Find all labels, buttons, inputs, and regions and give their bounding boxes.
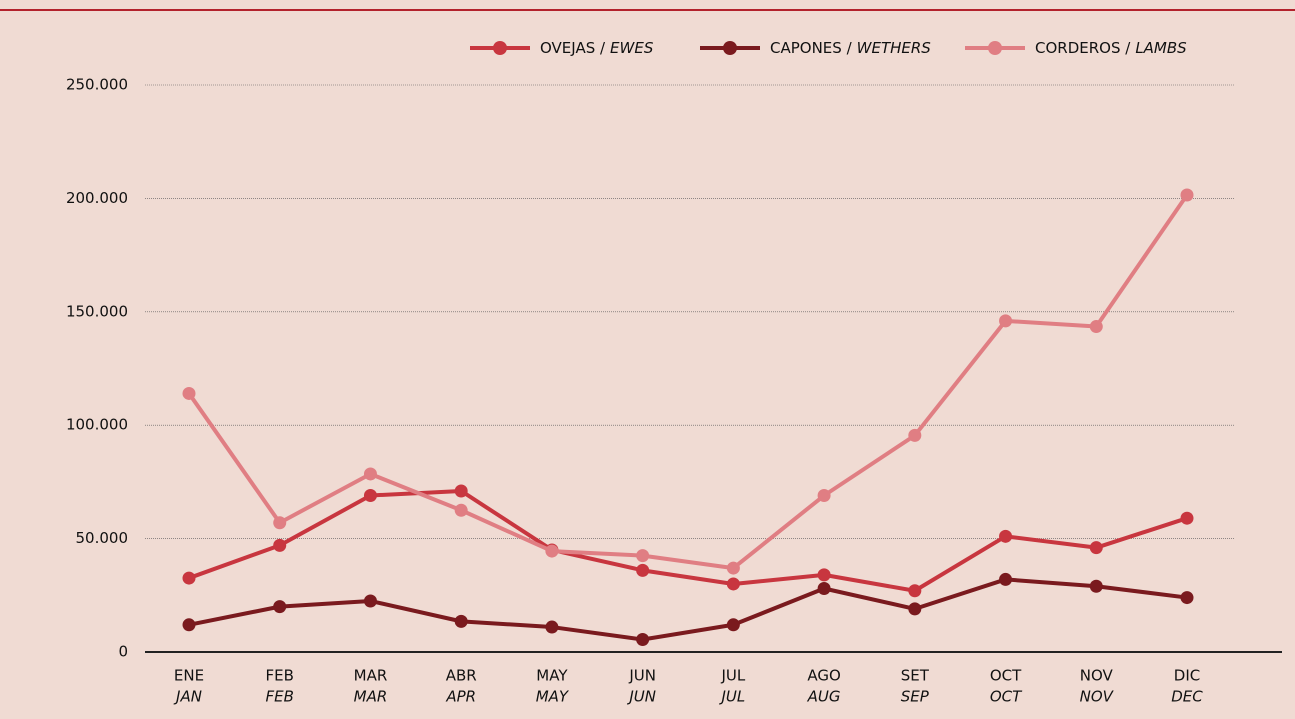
point xyxy=(726,577,740,591)
x-tick-label: JUN xyxy=(628,667,656,685)
point xyxy=(1089,579,1103,593)
series-line xyxy=(188,577,1188,642)
x-tick-label-en: APR xyxy=(445,688,476,706)
point xyxy=(1180,591,1194,605)
x-tick-label: DIC xyxy=(1174,667,1200,685)
y-tick-label: 0 xyxy=(118,643,128,661)
point xyxy=(636,563,650,577)
point xyxy=(636,633,650,647)
point xyxy=(182,571,196,585)
y-tick-label: 200.000 xyxy=(66,189,128,207)
point xyxy=(363,594,377,608)
y-tick-label: 250.000 xyxy=(66,76,128,94)
point xyxy=(908,428,922,442)
legend-dot xyxy=(988,41,1002,55)
x-tick-label: OCT xyxy=(990,667,1022,685)
legend-name-en: LAMBS xyxy=(1135,39,1187,57)
x-tick-label-en: MAY xyxy=(536,688,570,706)
x-tick-label: MAR xyxy=(354,667,388,685)
legend-name: CORDEROS / xyxy=(1035,39,1131,57)
point xyxy=(273,538,287,552)
point xyxy=(182,386,196,400)
x-tick-label: NOV xyxy=(1080,667,1114,685)
x-tick-label: AGO xyxy=(807,667,840,685)
legend-name: CAPONES / xyxy=(770,39,853,57)
x-tick-label: SET xyxy=(901,667,930,685)
legend-label: OVEJAS / EWES xyxy=(540,39,654,57)
point xyxy=(545,544,559,558)
x-tick-label-en: JAN xyxy=(173,688,202,706)
point xyxy=(454,614,468,628)
point xyxy=(1180,188,1194,202)
point xyxy=(1089,541,1103,555)
series-line xyxy=(187,193,1189,571)
legend-name-en: WETHERS xyxy=(857,39,932,57)
point xyxy=(999,314,1013,328)
legend-name: OVEJAS / xyxy=(540,39,606,57)
point xyxy=(273,600,287,614)
y-tick-label: 150.000 xyxy=(66,302,128,320)
x-tick-label: ABR xyxy=(446,667,477,685)
x-tick-label-en: JUL xyxy=(718,688,745,706)
x-tick-label-en: OCT xyxy=(990,688,1023,706)
point xyxy=(999,529,1013,543)
point xyxy=(454,484,468,498)
x-tick-label: JUL xyxy=(720,667,745,685)
point xyxy=(726,561,740,575)
point xyxy=(454,503,468,517)
legend-name-en: EWES xyxy=(610,39,654,57)
point xyxy=(908,584,922,598)
x-tick-label: MAY xyxy=(536,667,568,685)
x-tick-label-en: SEP xyxy=(901,688,930,706)
x-tick-label: ENE xyxy=(174,667,204,685)
x-tick-label-en: JUN xyxy=(626,688,656,706)
point xyxy=(817,581,831,595)
point xyxy=(545,620,559,634)
x-tick-label-en: FEB xyxy=(266,688,294,706)
point xyxy=(908,602,922,616)
series-line xyxy=(188,488,1188,593)
legend-dot xyxy=(493,41,507,55)
point xyxy=(817,568,831,582)
point xyxy=(636,549,650,563)
point xyxy=(1180,511,1194,525)
x-tick-label-en: AUG xyxy=(807,688,841,706)
legend-label: CORDEROS / LAMBS xyxy=(1035,39,1187,57)
point xyxy=(999,572,1013,586)
point xyxy=(726,618,740,632)
point xyxy=(363,467,377,481)
point xyxy=(273,516,287,530)
x-tick-label: FEB xyxy=(266,667,294,685)
x-tick-label-en: DEC xyxy=(1171,688,1203,706)
point xyxy=(363,489,377,503)
legend-dot xyxy=(723,41,737,55)
point xyxy=(1089,320,1103,334)
x-tick-label-en: NOV xyxy=(1080,688,1115,706)
point xyxy=(817,489,831,503)
point xyxy=(182,618,196,632)
legend-label: CAPONES / WETHERS xyxy=(770,39,931,57)
y-tick-label: 100.000 xyxy=(66,416,128,434)
x-tick-label-en: MAR xyxy=(354,688,388,706)
y-tick-label: 50.000 xyxy=(76,529,129,547)
